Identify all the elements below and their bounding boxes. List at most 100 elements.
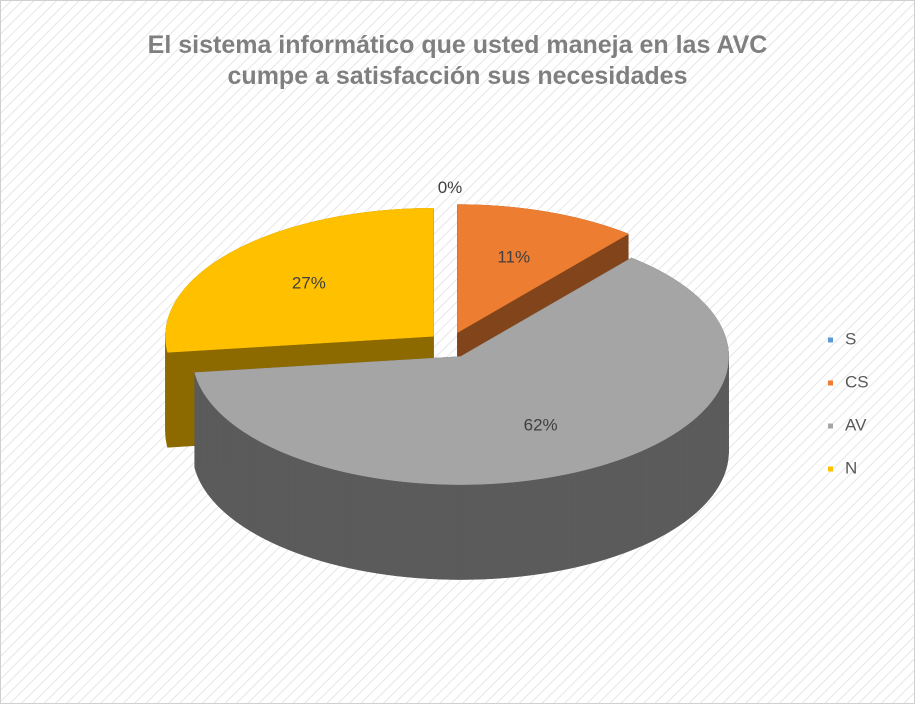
slice-side <box>635 450 643 549</box>
chart-title: El sistema informático que usted maneja … <box>147 31 768 90</box>
slice-side <box>582 468 590 566</box>
slice-side <box>537 477 546 575</box>
slice-side <box>506 481 515 578</box>
slice-side <box>204 394 208 495</box>
slice-side <box>442 484 452 580</box>
slice-side <box>552 475 561 572</box>
slice-side <box>301 459 309 558</box>
slice-side <box>474 483 484 580</box>
slice-side <box>560 473 569 571</box>
slice-side <box>328 467 336 566</box>
slice-side <box>678 427 684 527</box>
slice-side <box>426 483 435 580</box>
slice-side <box>706 403 710 504</box>
slice-side <box>200 386 203 488</box>
data-label: 62% <box>524 416 558 435</box>
slice-side <box>714 392 718 493</box>
slice-side <box>567 471 576 570</box>
slice <box>165 208 434 353</box>
slice-side <box>458 484 468 580</box>
slice-side <box>216 408 221 509</box>
slice-side <box>321 465 329 564</box>
slice-side <box>663 436 670 536</box>
slice-side <box>719 385 722 485</box>
slice-side <box>394 480 404 577</box>
slice-side <box>721 381 724 481</box>
slice-side <box>166 348 168 448</box>
legend: S CS AV N <box>828 329 869 477</box>
slice-side <box>691 417 697 517</box>
slice-side <box>673 430 680 530</box>
slice-side <box>254 438 261 537</box>
slice-side <box>418 482 428 579</box>
slice-side <box>702 406 707 507</box>
slice-side <box>402 481 412 578</box>
slice-side <box>623 455 630 554</box>
slice-side <box>270 446 278 546</box>
slice-side <box>356 474 365 572</box>
slice-side <box>265 443 272 543</box>
slice-side <box>545 476 554 574</box>
data-label: 27% <box>292 273 326 292</box>
slice-side <box>498 482 507 579</box>
slice-side <box>282 451 290 551</box>
slice-side <box>335 469 343 567</box>
labels: 0% 11% 62% 27% <box>292 178 558 435</box>
slice-side <box>490 482 500 580</box>
slice-side <box>712 395 716 497</box>
slice-side <box>276 449 283 548</box>
slice-side <box>641 447 648 547</box>
slice-side <box>629 453 637 552</box>
legend-label: N <box>845 458 857 477</box>
data-label: 0% <box>438 178 463 197</box>
slice-side <box>227 419 232 519</box>
slice-side <box>259 441 266 540</box>
slice-side <box>695 413 700 514</box>
legend-label: AV <box>845 415 867 434</box>
slice-side <box>371 477 381 574</box>
slice-side <box>219 412 224 512</box>
slice-side <box>239 428 246 528</box>
slice-side <box>207 397 211 499</box>
slice-side <box>349 472 358 570</box>
slice-side <box>522 479 531 577</box>
slice-side <box>410 482 420 579</box>
slice-side <box>379 478 388 575</box>
slice-side <box>616 457 624 556</box>
data-label: 11% <box>497 247 530 266</box>
slice-side <box>575 470 583 568</box>
slice-side <box>530 478 539 576</box>
slice-side <box>647 445 654 544</box>
slice-side <box>364 475 373 573</box>
slice-side <box>514 480 523 578</box>
slice-side <box>244 432 250 532</box>
slice-side <box>210 401 214 502</box>
slice-side <box>589 466 597 565</box>
legend-swatch <box>828 466 833 472</box>
legend-swatch <box>828 337 833 343</box>
slice-side <box>450 484 460 580</box>
slice-side <box>249 435 256 534</box>
slice <box>194 257 729 485</box>
slice-side <box>610 460 618 559</box>
slice-side <box>596 464 604 563</box>
legend-swatch <box>828 380 833 386</box>
slice-side <box>603 462 611 561</box>
slice-side <box>709 399 713 500</box>
slice-side <box>314 463 322 562</box>
slice-side <box>466 484 476 580</box>
slice-side <box>213 405 217 506</box>
slice-side <box>653 442 660 541</box>
slice-side <box>482 483 492 580</box>
slice-side <box>235 425 241 525</box>
slice-side <box>668 433 675 533</box>
slice-side <box>294 456 302 555</box>
slice-side <box>387 479 396 576</box>
legend-swatch <box>828 423 833 429</box>
slice-side <box>658 439 665 539</box>
slice-side <box>717 388 720 489</box>
slice-side <box>687 420 693 520</box>
slice-side <box>683 423 689 524</box>
